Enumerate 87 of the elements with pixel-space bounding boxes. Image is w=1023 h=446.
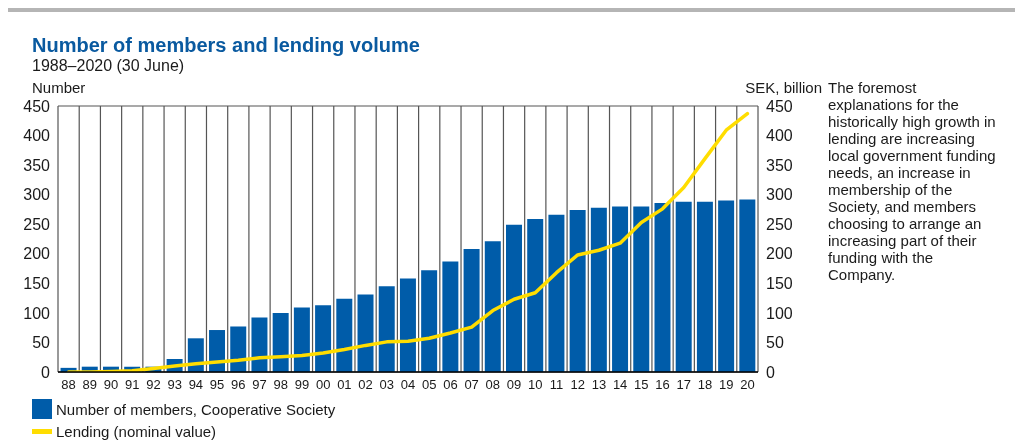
y2-tick-label: 300: [766, 186, 793, 204]
bar: [484, 241, 501, 372]
bar: [590, 207, 607, 372]
bar: [293, 307, 310, 372]
x-tick-label: 16: [655, 377, 670, 393]
bar: [718, 200, 735, 372]
y-tick-label: 350: [23, 156, 51, 174]
x-tick-label: 94: [188, 377, 204, 393]
bar: [612, 206, 629, 372]
bar: [442, 261, 459, 372]
x-tick-label: 89: [82, 377, 98, 393]
y2-tick-label: 350: [766, 156, 793, 174]
x-tick-label: 99: [294, 377, 310, 393]
bar: [506, 224, 522, 372]
x-tick-label: 20: [740, 377, 755, 393]
bar: [675, 201, 692, 372]
x-tick-label: 12: [570, 377, 585, 393]
x-tick-label: 13: [591, 377, 607, 393]
legend-label: Number of members, Cooperative Society: [56, 400, 336, 418]
bar: [272, 312, 289, 372]
x-tick-label: 88: [61, 377, 76, 393]
y-tick-label: 100: [23, 304, 51, 322]
x-tick-label: 08: [485, 377, 501, 393]
y2-tick-label: 100: [766, 304, 793, 322]
y2-tick-label: 200: [766, 245, 793, 263]
legend-label: Lending (nominal value): [56, 422, 217, 440]
y2-tick-label: 400: [766, 127, 793, 145]
bar: [209, 330, 226, 372]
x-tick-label: 19: [718, 377, 734, 393]
bar: [315, 305, 332, 372]
x-tick-label: 90: [103, 377, 119, 393]
x-tick-label: 11: [549, 377, 564, 393]
bar: [654, 202, 671, 372]
y2-tick-label: 150: [766, 275, 793, 293]
y2-tick-label: 0: [766, 363, 775, 381]
y2-tick-label: 250: [766, 215, 793, 233]
x-tick-label: 98: [273, 377, 288, 393]
x-tick-label: 18: [697, 377, 713, 393]
y-axis-title: Number: [32, 79, 86, 96]
text: The foremost explanations for the historically high growth in lending are increasing local government funding needs, an increase in membership of the Society, and members choosing to arrange an increasing part of their funding with the Company.: [828, 79, 996, 283]
x-tick-label: 05: [421, 377, 437, 393]
bar: [378, 286, 395, 372]
y-tick-label: 200: [23, 245, 51, 263]
x-tick-label: 95: [209, 377, 225, 393]
y2-tick-label: 450: [766, 97, 793, 115]
x-tick-label: 17: [676, 377, 691, 393]
x-tick-label: 00: [315, 377, 331, 393]
bar: [548, 214, 565, 372]
line-series: [66, 111, 750, 372]
x-tick-label: 01: [337, 377, 352, 393]
y-tick-label: 400: [23, 127, 51, 145]
y-tick-label: 300: [23, 186, 51, 204]
x-tick-label: 07: [464, 377, 479, 393]
x-tick-label: 92: [146, 377, 161, 393]
bar: [336, 298, 353, 372]
bar: [230, 326, 247, 372]
bar: [569, 210, 586, 372]
x-tick-label: 97: [252, 377, 267, 393]
x-tick-label: 14: [612, 377, 628, 393]
x-tick-label: 02: [358, 377, 373, 393]
bar: [357, 294, 374, 372]
x-tick-label: 93: [167, 377, 182, 393]
y-tick-label: 250: [23, 215, 51, 233]
bar: [421, 270, 438, 372]
bar: [633, 206, 650, 372]
bar: [463, 249, 480, 372]
bar: [251, 317, 268, 372]
bar: [696, 201, 713, 372]
x-tick-label: 96: [231, 377, 246, 393]
y-tick-label: 150: [23, 275, 51, 293]
x-tick-label: 06: [443, 377, 458, 393]
y-tick-label: 0: [41, 363, 51, 381]
bar: [527, 218, 544, 372]
bar: [399, 278, 416, 372]
y2-tick-label: 50: [766, 334, 784, 352]
x-tick-label: 09: [506, 377, 522, 393]
y2-axis-title: SEK, billion: [745, 79, 822, 96]
y-tick-label: 50: [32, 334, 51, 352]
x-tick-label: 03: [379, 377, 395, 393]
y-tick-label: 450: [23, 97, 51, 115]
x-tick-label: 91: [125, 377, 140, 393]
bar: [739, 199, 756, 372]
chart-title: Number of members and lending volume: [32, 34, 421, 57]
chart-subtitle: 1988–2020 (30 June): [32, 57, 186, 75]
x-tick-label: 04: [400, 377, 416, 393]
x-tick-label: 10: [528, 377, 543, 393]
x-tick-label: 15: [634, 377, 649, 393]
